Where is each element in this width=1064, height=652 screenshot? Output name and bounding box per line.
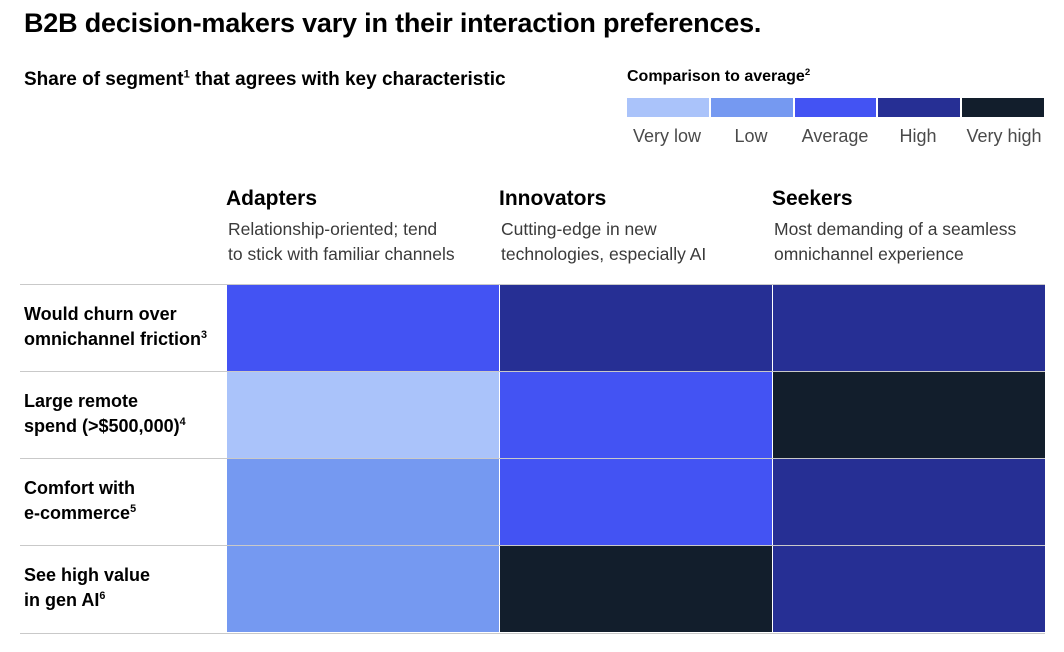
heatmap-cell-r4-c3 (773, 546, 1045, 632)
heatmap-cell-r3-c3 (773, 459, 1045, 545)
legend-color-scale (627, 98, 1044, 117)
row-label-churn: Would churn over omnichannel friction3 (24, 304, 208, 349)
row-separator (20, 458, 1045, 459)
column-header-seekers: Seekers Most demanding of a seamless omni… (772, 187, 1037, 267)
column-name: Adapters (226, 187, 318, 210)
subtitle-text-rest: that agrees with key characteristic (189, 69, 506, 90)
legend-label-high: High (899, 126, 937, 146)
row-separator (20, 284, 1045, 285)
heatmap-cell-r1-c1 (227, 285, 499, 371)
legend-labels: Very low Low Average High Very high (627, 126, 1044, 148)
legend-swatch-very-low (627, 98, 711, 117)
row-separator (20, 371, 1045, 372)
legend-label-average: Average (801, 126, 869, 146)
heatmap-cell-r3-c2 (500, 459, 772, 545)
legend-swatch-low (710, 98, 795, 117)
heatmap-cell-r4-c2 (500, 546, 772, 632)
subtitle-footnote: 1 (183, 68, 190, 81)
column-description: Most demanding of a seamless omnichannel … (774, 219, 1017, 264)
column-description: Cutting-edge in new technologies, especia… (501, 219, 707, 264)
legend-label-very-low: Very low (632, 126, 702, 146)
legend-footnote: 2 (804, 66, 811, 78)
legend-title: Comparison to average2 (627, 66, 811, 85)
row-label-gen-ai: See high value in gen AI6 (24, 565, 151, 610)
legend-label-low: Low (734, 126, 768, 146)
subtitle-text: Share of segment (24, 69, 184, 90)
row-footnote: 5 (130, 502, 137, 515)
heatmap-cell-r2-c3 (773, 372, 1045, 458)
heatmap-cell-r1-c3 (773, 285, 1045, 371)
heatmap-cell-r2-c2 (500, 372, 772, 458)
legend-swatch-high (878, 98, 963, 117)
row-label-ecommerce: Comfort with e-commerce5 (24, 478, 137, 523)
column-header-adapters: Adapters Relationship-oriented; tend to s… (226, 187, 491, 267)
row-footnote: 3 (201, 328, 208, 341)
row-separator (20, 545, 1045, 546)
column-name: Seekers (772, 187, 853, 210)
legend-label-very-high: Very high (966, 126, 1042, 146)
legend-swatch-very-high (962, 98, 1044, 117)
row-separator (20, 633, 1045, 634)
row-footnote: 6 (99, 589, 106, 602)
legend-swatch-average (794, 98, 879, 117)
heatmap-cell-r3-c1 (227, 459, 499, 545)
heatmap-cell-r1-c2 (500, 285, 772, 371)
chart-title: B2B decision-makers vary in their intera… (24, 8, 762, 38)
heatmap-cell-r2-c1 (227, 372, 499, 458)
column-header-innovators: Innovators Cutting-edge in new technologi… (499, 187, 764, 267)
column-name: Innovators (499, 187, 607, 210)
chart-subtitle: Share of segment1 that agrees with key c… (24, 69, 506, 91)
row-footnote: 4 (179, 415, 186, 428)
column-description: Relationship-oriented; tend to stick with… (228, 219, 455, 264)
heatmap-cell-r4-c1 (227, 546, 499, 632)
row-label-remote-spend: Large remote spend (>$500,000)4 (24, 391, 186, 436)
